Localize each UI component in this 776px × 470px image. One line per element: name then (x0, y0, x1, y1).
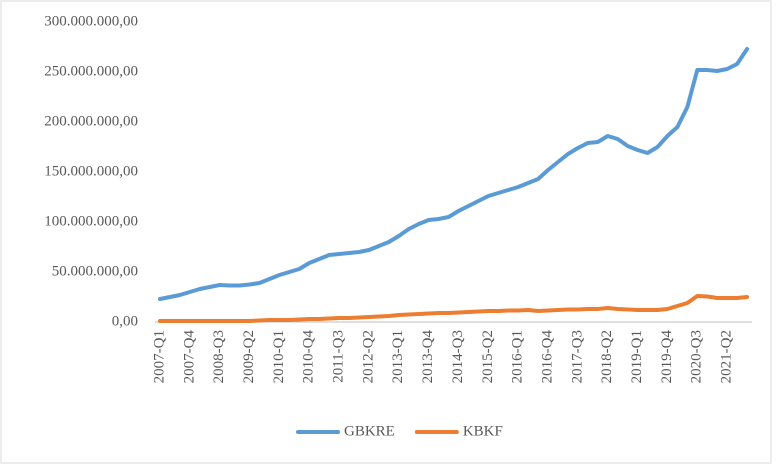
x-tick-label: 2016-Q4 (539, 330, 555, 384)
x-tick-label: 2009-Q2 (241, 330, 257, 383)
y-tick-label: 50.000.000,00 (52, 263, 138, 279)
x-tick-label: 2018-Q2 (599, 330, 615, 383)
y-tick-label: 150.000.000,00 (44, 163, 138, 179)
x-tick-label: 2010-Q4 (301, 330, 317, 384)
series-line (158, 294, 750, 323)
x-tick-label: 2015-Q2 (480, 330, 496, 383)
x-tick-label: 2013-Q1 (390, 330, 406, 383)
x-tick-label: 2019-Q1 (629, 330, 645, 383)
series-line (158, 47, 750, 301)
x-tick-label: 2008-Q3 (211, 330, 227, 383)
y-tick-label: 200.000.000,00 (44, 113, 138, 129)
x-tick-label: 2012-Q2 (360, 330, 376, 383)
legend-label: GBKRE (344, 423, 395, 439)
x-tick-label: 2016-Q1 (510, 330, 526, 383)
x-tick-label: 2013-Q4 (420, 330, 436, 384)
x-tick-label: 2011-Q3 (331, 330, 347, 383)
y-tick-label: 300.000.000,00 (44, 13, 138, 29)
x-tick-label: 2017-Q3 (569, 330, 585, 383)
x-tick-label: 2021-Q2 (719, 330, 735, 383)
legend-label: KBKF (463, 423, 503, 439)
x-tick-label: 2019-Q4 (659, 330, 675, 384)
x-tick-label: 2020-Q3 (689, 330, 705, 383)
y-tick-label: 100.000.000,00 (44, 213, 138, 229)
x-tick-label: 2007-Q1 (151, 330, 167, 383)
x-tick-label: 2014-Q3 (450, 330, 466, 383)
y-tick-label: 250.000.000,00 (44, 63, 138, 79)
y-tick-label: 0,00 (112, 313, 138, 329)
x-tick-label: 2007-Q4 (181, 330, 197, 384)
x-tick-label: 2010-Q1 (271, 330, 287, 383)
